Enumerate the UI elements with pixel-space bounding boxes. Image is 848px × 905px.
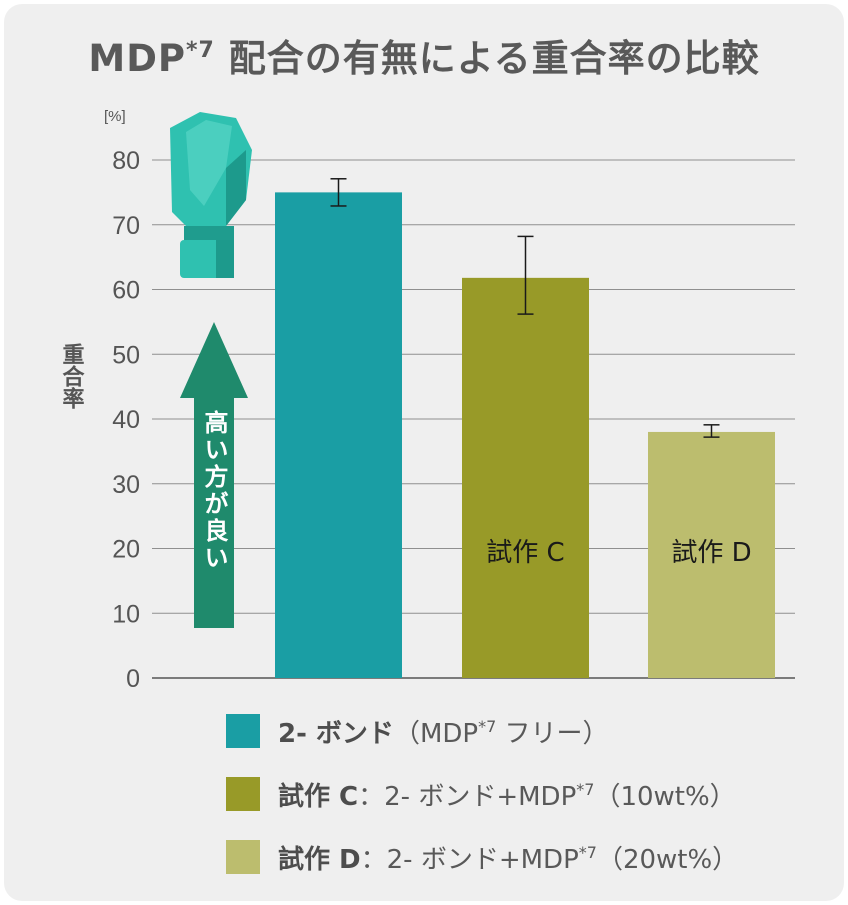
bar-2 xyxy=(462,277,589,678)
y-axis-label: 重合率 xyxy=(59,343,85,409)
bar-label: 試作 C xyxy=(486,538,564,568)
legend-item: 試作 D ：2- ボンド+MDP*7（20wt%） xyxy=(226,840,739,875)
legend-desc: ：2- ボンド+MDP*7（10wt%） xyxy=(358,779,736,812)
y-axis-unit: [%] xyxy=(104,108,126,125)
legend-desc: （MDP*7 フリー） xyxy=(393,716,609,749)
y-tick-label: 10 xyxy=(112,600,140,628)
better-arrow xyxy=(180,322,248,628)
y-tick-label: 80 xyxy=(112,147,140,175)
title-main: MDP xyxy=(88,37,187,80)
bar-3 xyxy=(648,431,775,678)
title-rest: 配合の有無による重合率の比較 xyxy=(214,37,760,80)
chart-title: MDP*7 配合の有無による重合率の比較 xyxy=(0,28,848,82)
legend-desc: ：2- ボンド+MDP*7（20wt%） xyxy=(360,842,739,875)
title-sup: *7 xyxy=(186,38,215,63)
y-tick-label: 30 xyxy=(112,471,140,499)
legend: 2- ボンド （MDP*7 フリー） 試作 C ：2- ボンド+MDP*7（10… xyxy=(226,714,738,903)
product-bottle-illustration xyxy=(170,112,252,278)
bar-label: 試作 D xyxy=(671,538,751,568)
legend-name: 試作 C xyxy=(278,781,359,812)
legend-item: 試作 C ：2- ボンド+MDP*7（10wt%） xyxy=(226,777,738,812)
arrow-annotation-text: 高い方が良い xyxy=(200,409,228,572)
y-tick-label: 70 xyxy=(112,212,140,240)
bottle-cap-shade xyxy=(226,150,246,226)
legend-swatch xyxy=(226,777,260,811)
legend-swatch xyxy=(226,714,260,748)
y-tick-label: 50 xyxy=(112,341,140,369)
bottle-cap-highlight xyxy=(186,120,232,206)
y-tick-label: 20 xyxy=(112,536,140,564)
bottle-base-shade xyxy=(216,240,234,278)
y-tick-label: 0 xyxy=(126,665,140,693)
y-tick-label: 40 xyxy=(112,406,140,434)
y-tick-label: 60 xyxy=(112,277,140,305)
legend-swatch xyxy=(226,840,260,874)
legend-item: 2- ボンド （MDP*7 フリー） xyxy=(226,714,738,749)
legend-name: 2- ボンド xyxy=(278,718,394,749)
bar-1 xyxy=(275,192,402,678)
legend-name: 試作 D xyxy=(278,844,361,875)
bottle-neck xyxy=(184,226,234,244)
